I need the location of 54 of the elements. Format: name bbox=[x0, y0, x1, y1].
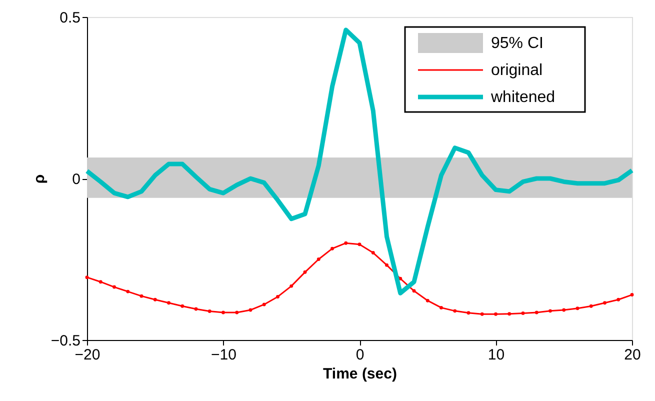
point bbox=[344, 241, 348, 245]
point bbox=[589, 304, 593, 308]
x-tick-label: −10 bbox=[211, 346, 236, 364]
point bbox=[548, 309, 552, 313]
x-axis-title: Time (sec) bbox=[323, 366, 397, 382]
point bbox=[412, 289, 416, 293]
point bbox=[576, 306, 580, 310]
point bbox=[222, 310, 225, 314]
point bbox=[140, 294, 144, 298]
point bbox=[276, 294, 280, 298]
point bbox=[453, 309, 457, 313]
x-tick-label: 20 bbox=[624, 346, 641, 364]
point bbox=[235, 310, 239, 314]
point bbox=[603, 301, 606, 305]
y-tick-label: 0 bbox=[72, 171, 80, 188]
point bbox=[562, 308, 566, 312]
point bbox=[466, 311, 470, 315]
point bbox=[290, 284, 294, 288]
point bbox=[521, 311, 525, 315]
legend-label: original bbox=[491, 62, 543, 79]
point bbox=[180, 304, 184, 308]
point bbox=[208, 310, 212, 313]
point bbox=[303, 270, 307, 274]
x-tick-label: −20 bbox=[74, 346, 100, 364]
point bbox=[440, 306, 443, 310]
point bbox=[248, 308, 252, 312]
point bbox=[194, 307, 198, 311]
point bbox=[98, 280, 102, 284]
line-series bbox=[84, 28, 634, 296]
y-tick-label: −0.5 bbox=[50, 332, 80, 350]
point bbox=[508, 312, 512, 316]
point bbox=[616, 298, 620, 302]
point bbox=[371, 251, 375, 255]
x-tick-label: 0 bbox=[356, 346, 364, 364]
point bbox=[385, 263, 388, 267]
point bbox=[534, 310, 538, 314]
point bbox=[112, 285, 116, 289]
point bbox=[494, 312, 498, 316]
point bbox=[480, 312, 484, 316]
point bbox=[426, 298, 430, 302]
point bbox=[153, 298, 157, 302]
legend-label: 95% CI bbox=[491, 35, 544, 52]
x-tick-label: 10 bbox=[488, 346, 505, 364]
point bbox=[262, 302, 266, 306]
point bbox=[126, 290, 130, 294]
legend-label: whitened bbox=[490, 89, 556, 106]
y-tick-label: 0.5 bbox=[60, 10, 80, 26]
point bbox=[316, 258, 320, 261]
point bbox=[358, 242, 362, 246]
point bbox=[85, 276, 89, 280]
point bbox=[167, 301, 170, 305]
point bbox=[630, 293, 634, 297]
point bbox=[330, 246, 334, 250]
y-axis-title: ρ bbox=[30, 174, 48, 184]
